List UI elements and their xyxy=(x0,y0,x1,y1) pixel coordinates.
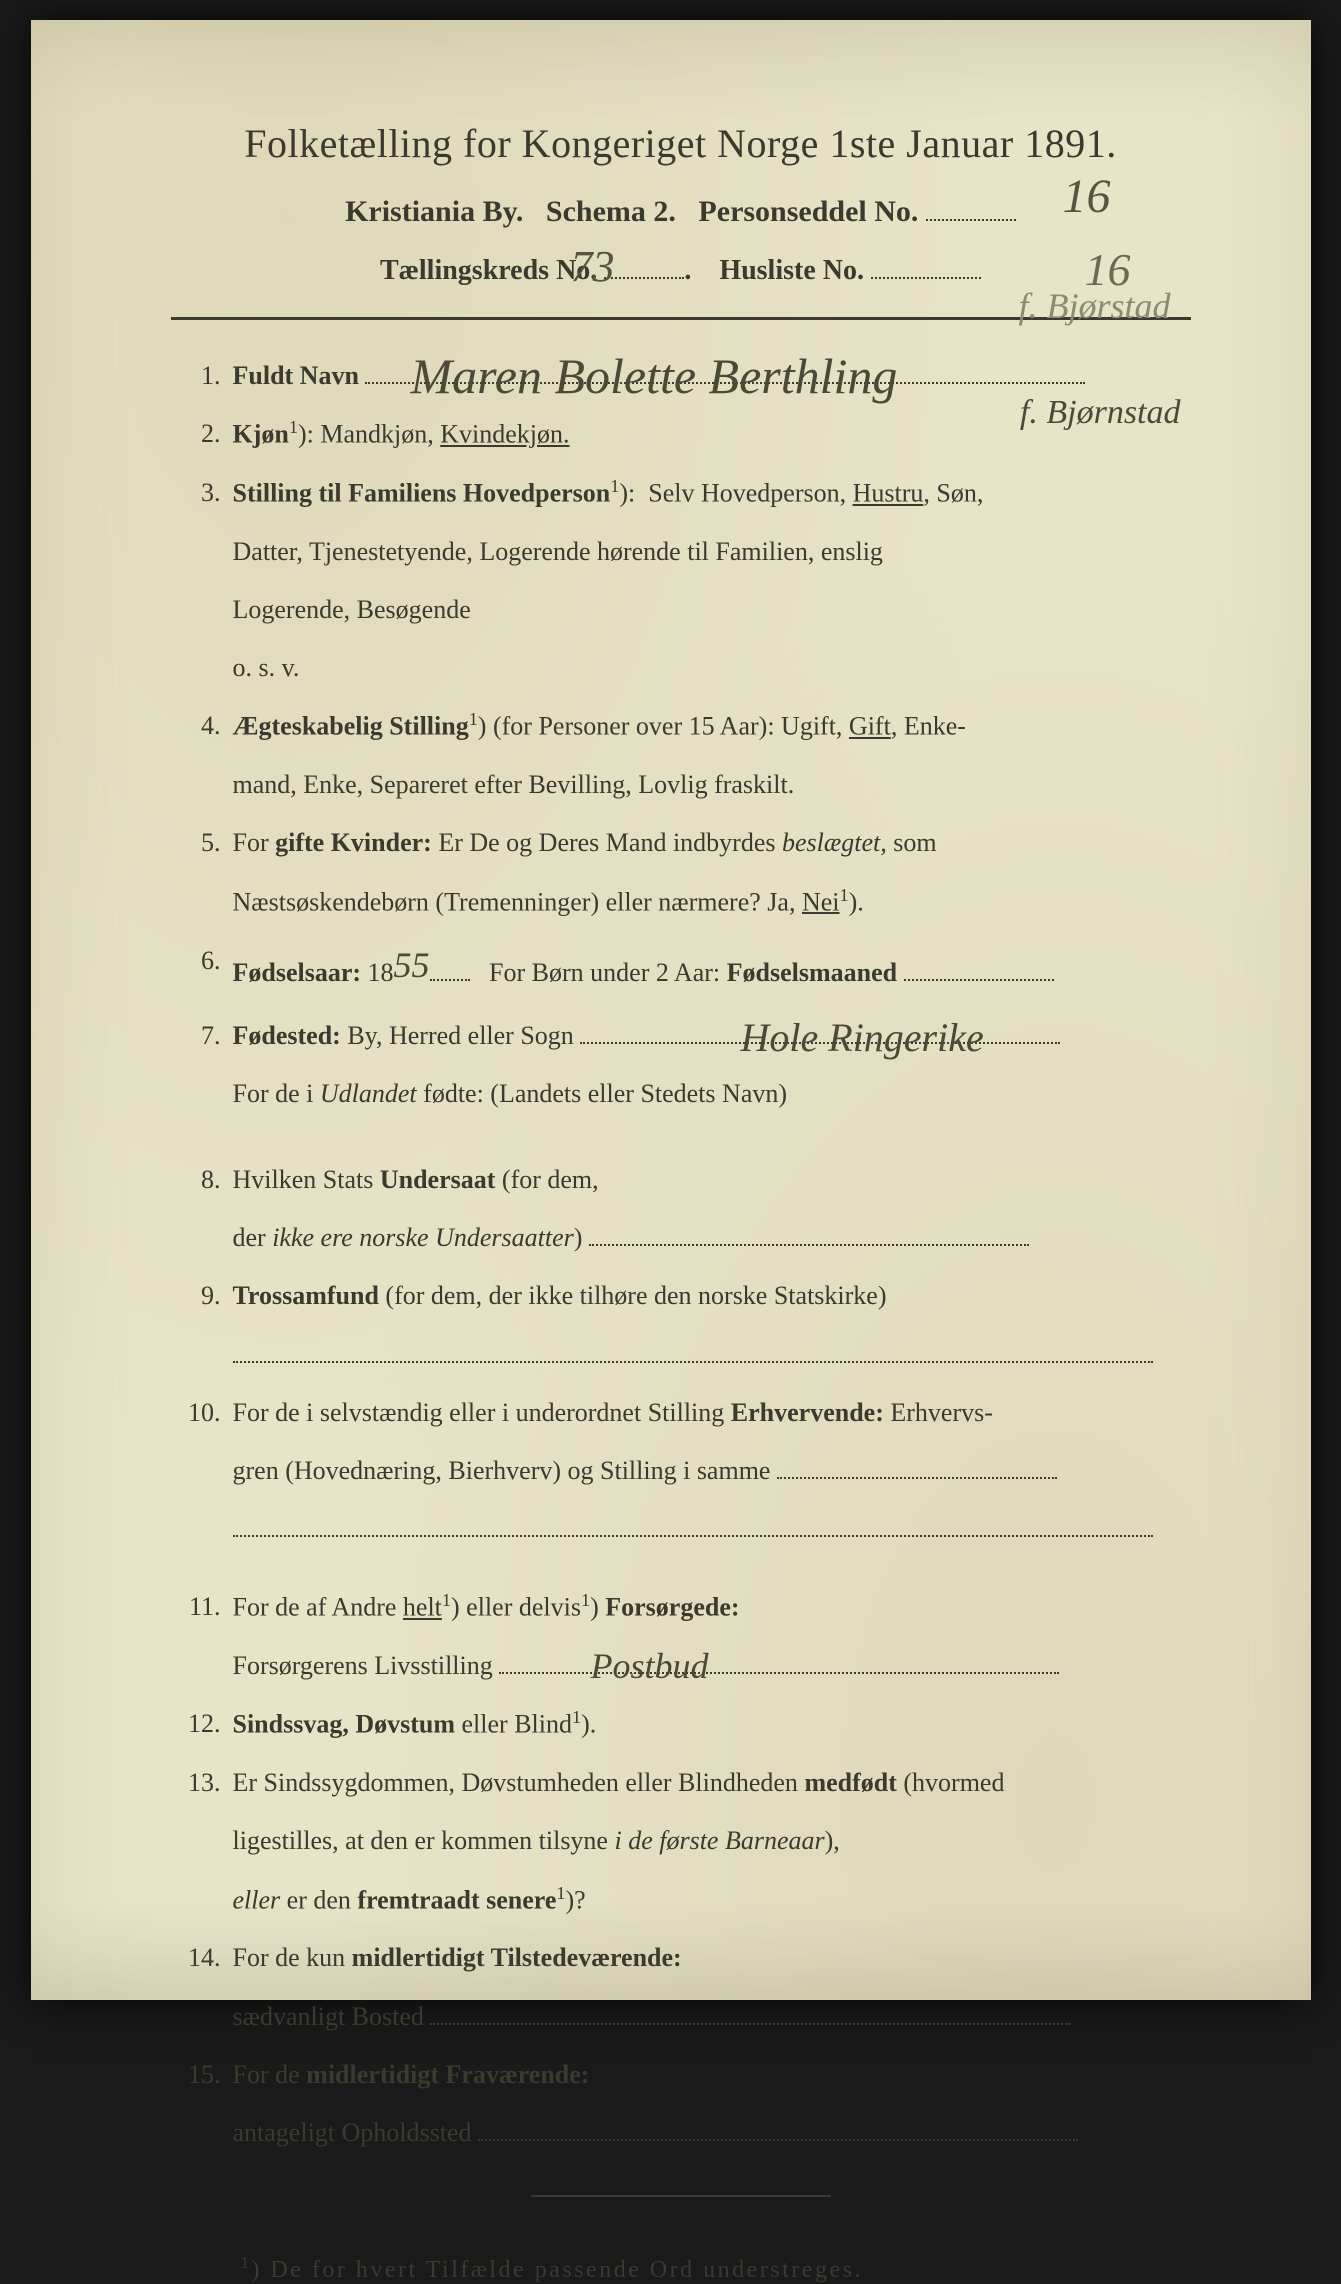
q13-num: 13. xyxy=(171,1761,221,1805)
q6: 6. Fødselsaar: 1855 For Børn under 2 Aar… xyxy=(171,939,1191,1000)
q3-num: 3. xyxy=(171,471,221,515)
q1: 1. Fuldt Navn Maren Bolette Berthling f.… xyxy=(171,354,1191,398)
q4-line2: mand, Enke, Separeret efter Bevilling, L… xyxy=(171,763,1191,807)
q8-num: 8. xyxy=(171,1158,221,1202)
q1-label: Fuldt Navn xyxy=(233,361,359,390)
q12-label: Sindssvag, Døvstum xyxy=(233,1710,456,1739)
title-text: Folketælling for Kongeriget Norge 1ste J… xyxy=(244,121,1116,166)
q5-num: 5. xyxy=(171,821,221,865)
q10-label: Erhvervende: xyxy=(731,1398,884,1427)
census-form-page: Folketælling for Kongeriget Norge 1ste J… xyxy=(31,20,1311,2000)
q3-line3: Logerende, Besøgende xyxy=(171,588,1191,632)
q14-label: midlertidigt Tilstedeværende: xyxy=(352,1943,682,1972)
q2-opt1: Mandkjøn, xyxy=(320,420,433,449)
q10-line3 xyxy=(171,1507,1191,1551)
form-body: 1. Fuldt Navn Maren Bolette Berthling f.… xyxy=(171,354,1191,2155)
footnote-rule xyxy=(531,2195,831,2197)
husliste-label: Husliste No. xyxy=(719,255,864,286)
q7-line2: For de i Udlandet fødte: (Landets eller … xyxy=(171,1072,1191,1116)
q11-line2: Forsørgerens Livsstilling Postbud xyxy=(171,1644,1191,1688)
schema: Schema 2. xyxy=(546,195,676,228)
q4-num: 4. xyxy=(171,704,221,748)
q11-label: Forsørgede: xyxy=(605,1593,739,1622)
q6-label: Fødselsaar: xyxy=(233,958,362,987)
taellingskreds-label: Tællingskreds No. xyxy=(380,255,597,286)
personseddel-no: 16 xyxy=(1063,169,1111,224)
q6-year: 55 xyxy=(394,945,430,985)
husliste-annotation: f. Bjørstad xyxy=(1018,285,1170,327)
q4-label: Ægteskabelig Stilling xyxy=(233,712,469,741)
q6-num: 6. xyxy=(171,939,221,983)
q11: 11. For de af Andre helt1) eller delvis1… xyxy=(171,1585,1191,1630)
q12-num: 12. xyxy=(171,1702,221,1746)
q6-label2: Fødselsmaaned xyxy=(727,958,897,987)
q1-num: 1. xyxy=(171,354,221,398)
q13-line3: eller er den fremtraadt senere1)? xyxy=(171,1878,1191,1923)
q3-line4: o. s. v. xyxy=(171,646,1191,690)
q9-line2 xyxy=(171,1333,1191,1377)
q9: 9. Trossamfund (for dem, der ikke tilhør… xyxy=(171,1274,1191,1318)
q14-line2: sædvanligt Bosted xyxy=(171,1995,1191,2039)
q8-line2: der ikke ere norske Undersaatter) xyxy=(171,1216,1191,1260)
q4: 4. Ægteskabelig Stilling1) (for Personer… xyxy=(171,704,1191,749)
q7: 7. Fødested: By, Herred eller Sogn Hole … xyxy=(171,1014,1191,1058)
q9-label: Trossamfund xyxy=(233,1281,379,1310)
q1-value: Maren Bolette Berthling xyxy=(411,334,898,419)
q8-label: Undersaat xyxy=(380,1165,496,1194)
q5-selected: Nei xyxy=(802,887,840,916)
city: Kristiania By. xyxy=(345,195,523,228)
q10-line2: gren (Hovednæring, Bierhverv) og Stillin… xyxy=(171,1449,1191,1493)
q5-line2: Næstsøskendebørn (Tremenninger) eller næ… xyxy=(171,880,1191,925)
q10-num: 10. xyxy=(171,1391,221,1435)
q7-value: Hole Ringerike xyxy=(741,1004,984,1072)
footnote: 1) De for hvert Tilfælde passende Ord un… xyxy=(171,2253,1191,2284)
q14-num: 14. xyxy=(171,1936,221,1980)
q7-num: 7. xyxy=(171,1014,221,1058)
q10: 10. For de i selvstændig eller i underor… xyxy=(171,1391,1191,1435)
footnote-text: ) De for hvert Tilfælde passende Ord und… xyxy=(251,2257,863,2283)
q5: 5. For gifte Kvinder: Er De og Deres Man… xyxy=(171,821,1191,865)
q2-label: Kjøn xyxy=(233,420,289,449)
taellingskreds-no: 73 xyxy=(571,241,615,292)
q5-label: gifte Kvinder: xyxy=(275,828,432,857)
q4-selected: Gift xyxy=(849,712,891,741)
q15-num: 15. xyxy=(171,2053,221,2097)
q9-num: 9. xyxy=(171,1274,221,1318)
q15: 15. For de midlertidigt Fraværende: xyxy=(171,2053,1191,2097)
q8: 8. Hvilken Stats Undersaat (for dem, xyxy=(171,1158,1191,1202)
q2-opt2: Kvindekjøn. xyxy=(440,420,569,449)
q13-label: medfødt xyxy=(804,1768,896,1797)
q13: 13. Er Sindssygdommen, Døvstumheden elle… xyxy=(171,1761,1191,1805)
q7-label: Fødested: xyxy=(233,1021,341,1050)
q12: 12. Sindssvag, Døvstum eller Blind1). xyxy=(171,1702,1191,1747)
q3-selected: Hustru xyxy=(853,479,924,508)
q13-line2: ligestilles, at den er kommen tilsyne i … xyxy=(171,1819,1191,1863)
form-title: Folketælling for Kongeriget Norge 1ste J… xyxy=(171,120,1191,167)
q3-line2: Datter, Tjenestetyende, Logerende hørend… xyxy=(171,530,1191,574)
q15-label: midlertidigt Fraværende: xyxy=(306,2060,589,2089)
q15-line2: antageligt Opholdssted xyxy=(171,2111,1191,2155)
q2-num: 2. xyxy=(171,412,221,456)
q11-num: 11. xyxy=(171,1585,221,1629)
form-header: Folketælling for Kongeriget Norge 1ste J… xyxy=(171,120,1191,287)
subheader-1: Kristiania By. Schema 2. Personseddel No… xyxy=(171,195,1191,229)
q3-label: Stilling til Familiens Hovedperson xyxy=(233,479,611,508)
personseddel-label: Personseddel No. xyxy=(698,195,918,228)
q11-value: Postbud xyxy=(591,1636,709,1697)
q3: 3. Stilling til Familiens Hovedperson1):… xyxy=(171,471,1191,516)
q2: 2. Kjøn1): Mandkjøn, Kvindekjøn. xyxy=(171,412,1191,457)
subheader-2: Tællingskreds No. . Husliste No. 73 16 f… xyxy=(171,255,1191,287)
q14: 14. For de kun midlertidigt Tilstedevære… xyxy=(171,1936,1191,1980)
